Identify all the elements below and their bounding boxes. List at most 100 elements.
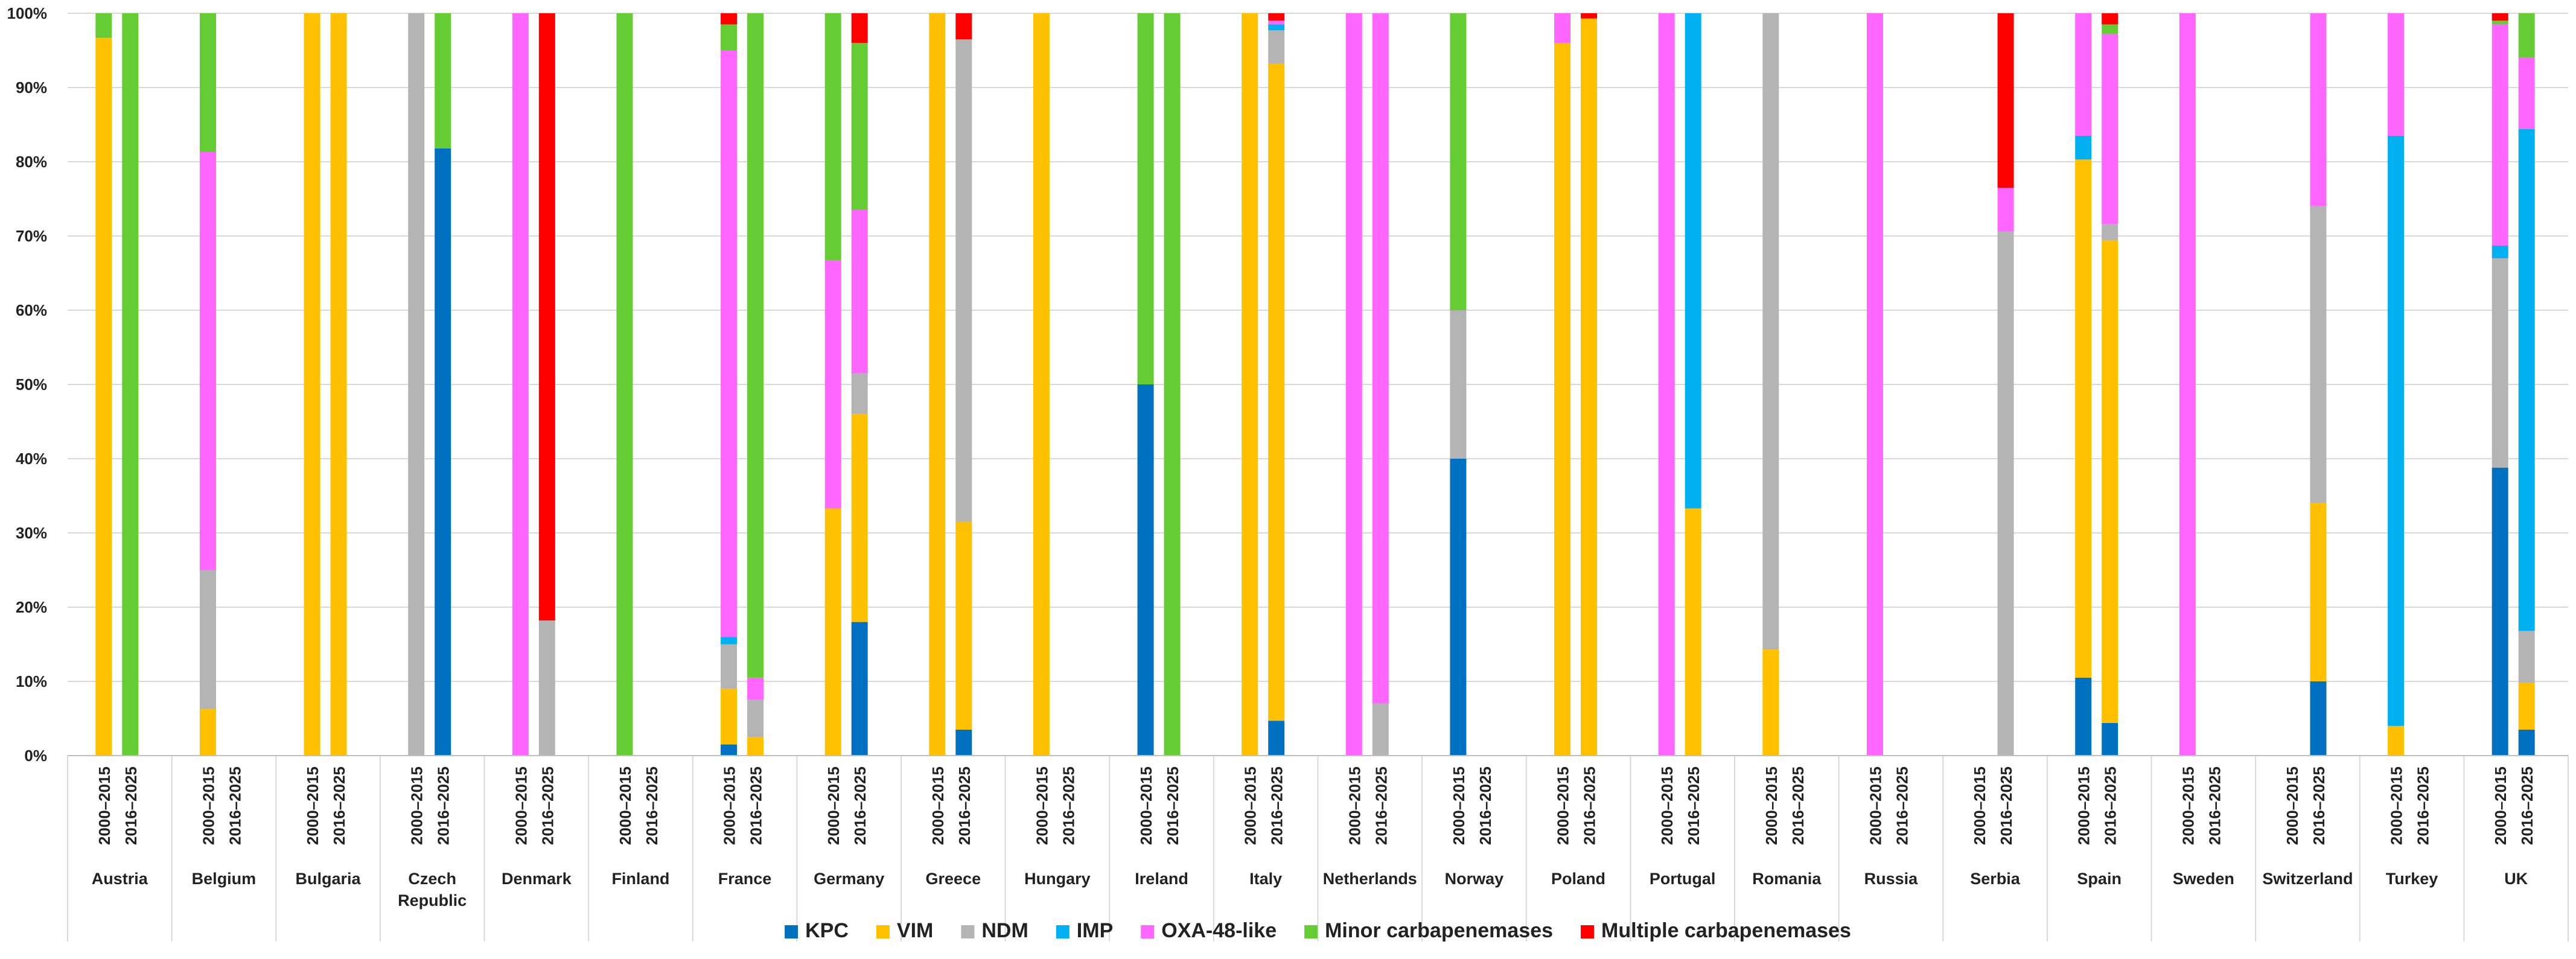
bar-segment-vim <box>1685 508 1701 756</box>
bar-segment-ndm <box>1450 310 1467 459</box>
country-label: Sweden <box>2173 870 2234 888</box>
period-label: 2016–2025 <box>1997 766 2015 845</box>
legend-label: VIM <box>897 919 933 942</box>
country-group-ireland <box>1137 13 1181 756</box>
country-label: Germany <box>814 870 884 888</box>
bar-segment-vim <box>1268 63 1285 721</box>
country-label: Bulgaria <box>296 870 362 888</box>
bar-segment-kpc <box>2310 681 2327 756</box>
bar-segment-oxa-48-like <box>851 209 868 374</box>
bar-segment-vim <box>824 508 841 756</box>
country-group-czech-republic <box>408 13 451 756</box>
legend: KPC VIM NDM IMP OXA-48-like Minor carbapenema… <box>785 919 1851 942</box>
bar-segment-ndm <box>1762 13 1779 650</box>
bar-segment-ndm <box>2492 258 2508 468</box>
legend-item-imp: IMP <box>1056 919 1113 942</box>
bar-segment-vim <box>2518 683 2535 730</box>
country-label: Ireland <box>1135 870 1188 888</box>
country-group-spain <box>2075 13 2119 756</box>
bar-segment-kpc <box>721 744 738 756</box>
y-tick-label: 100% <box>7 4 48 22</box>
bar-segment-ndm <box>747 699 764 738</box>
bar-segment-minor-carbapenemases <box>122 13 139 756</box>
bar-segment-minor-carbapenemases <box>435 13 451 148</box>
country-label: UK <box>2504 870 2528 888</box>
bar-segment-oxa-48-like <box>2179 13 2196 756</box>
bar-segment-multiple-carbapenemases <box>2102 13 2119 25</box>
x-axis-labels: 2000–2015 2016–2025 Austria 2000–2015 2016–2… <box>92 766 2536 910</box>
country-group-belgium <box>199 13 216 756</box>
period-label: 2016–2025 <box>1789 766 1807 845</box>
period-label: 2016–2025 <box>747 766 765 845</box>
period-label: 2016–2025 <box>1268 766 1286 845</box>
country-label: Belgium <box>192 870 257 888</box>
bar-segment-vim <box>2075 159 2092 678</box>
country-label: Netherlands <box>1323 870 1417 888</box>
period-label: 2016–2025 <box>643 766 661 845</box>
bar-segment-ndm <box>721 644 738 689</box>
period-label: 2016–2025 <box>1059 766 1077 845</box>
country-label: Turkey <box>2386 870 2438 888</box>
bar-segment-oxa-48-like <box>1658 13 1675 756</box>
country-label: France <box>718 870 772 888</box>
period-label: 2000–2015 <box>1450 766 1468 845</box>
bar-segment-vim <box>2102 240 2119 723</box>
period-label: 2000–2015 <box>1242 766 1260 845</box>
bar-segment-vim <box>955 521 972 730</box>
legend-label: Minor carbapenemases <box>1325 919 1553 942</box>
bar-segment-minor-carbapenemases <box>2492 21 2508 25</box>
y-tick-label: 70% <box>16 227 47 245</box>
bar-segment-ndm <box>851 373 868 415</box>
bar-segment-ndm <box>2310 206 2327 503</box>
bar-segment-ndm <box>2518 631 2535 683</box>
period-label: 2000–2015 <box>1033 766 1051 845</box>
bar-segment-multiple-carbapenemases <box>1997 13 2014 188</box>
bar-segment-kpc <box>2102 722 2119 756</box>
legend-swatch <box>1304 925 1318 938</box>
period-label: 2000–2015 <box>721 766 739 845</box>
period-label: 2016–2025 <box>2102 766 2120 845</box>
bar-segment-vim <box>199 709 216 756</box>
bar-segment-imp <box>2492 245 2508 258</box>
bar-segment-vim <box>330 13 347 756</box>
bar-segment-minor-carbapenemases <box>95 13 112 38</box>
y-tick-label: 10% <box>16 672 47 690</box>
bar-segment-minor-carbapenemases <box>747 13 764 678</box>
period-label: 2000–2015 <box>2388 766 2406 845</box>
bar-segment-vim <box>2310 503 2327 681</box>
country-label: Czech <box>408 870 456 888</box>
country-label: Norway <box>1445 870 1504 888</box>
country-group-russia <box>1866 13 1883 756</box>
country-label: Republic <box>398 891 467 910</box>
bar-segment-multiple-carbapenemases <box>721 13 738 25</box>
legend-swatch <box>961 925 975 938</box>
period-label: 2016–2025 <box>226 766 244 845</box>
bar-segment-ndm <box>1372 703 1389 756</box>
country-group-germany <box>824 13 868 756</box>
legend-swatch <box>876 925 890 938</box>
bar-segment-oxa-48-like <box>1372 13 1389 704</box>
bar-segment-vim <box>1581 18 1598 756</box>
bar-segment-minor-carbapenemases <box>1164 13 1181 756</box>
legend-swatch <box>1141 925 1155 938</box>
bar-segment-kpc <box>2518 729 2535 756</box>
y-tick-label: 20% <box>16 598 47 616</box>
bar-segment-ndm <box>199 570 216 709</box>
y-tick-label: 50% <box>16 375 47 393</box>
legend-label: IMP <box>1077 919 1113 942</box>
bar-segment-oxa-48-like <box>1997 188 2014 232</box>
period-label: 2000–2015 <box>2179 766 2197 845</box>
bar-segment-imp <box>1268 24 1285 31</box>
period-label: 2016–2025 <box>1581 766 1599 845</box>
legend-item-kpc: KPC <box>785 919 849 942</box>
y-tick-label: 30% <box>16 524 47 542</box>
bar-segment-kpc <box>851 622 868 756</box>
bar-segment-vim <box>1554 43 1571 756</box>
bar-segment-oxa-48-like <box>2518 57 2535 129</box>
period-label: 2016–2025 <box>2518 766 2536 845</box>
y-axis-ticks: 0% 10% 20% 30% 40% 50% 60% 70% 80% 90% 100% <box>7 4 48 765</box>
y-tick-label: 40% <box>16 450 47 468</box>
period-label: 2016–2025 <box>1164 766 1182 845</box>
legend-item-minor-carbapenemases: Minor carbapenemases <box>1304 919 1553 942</box>
bar-segment-vim <box>1033 13 1050 756</box>
